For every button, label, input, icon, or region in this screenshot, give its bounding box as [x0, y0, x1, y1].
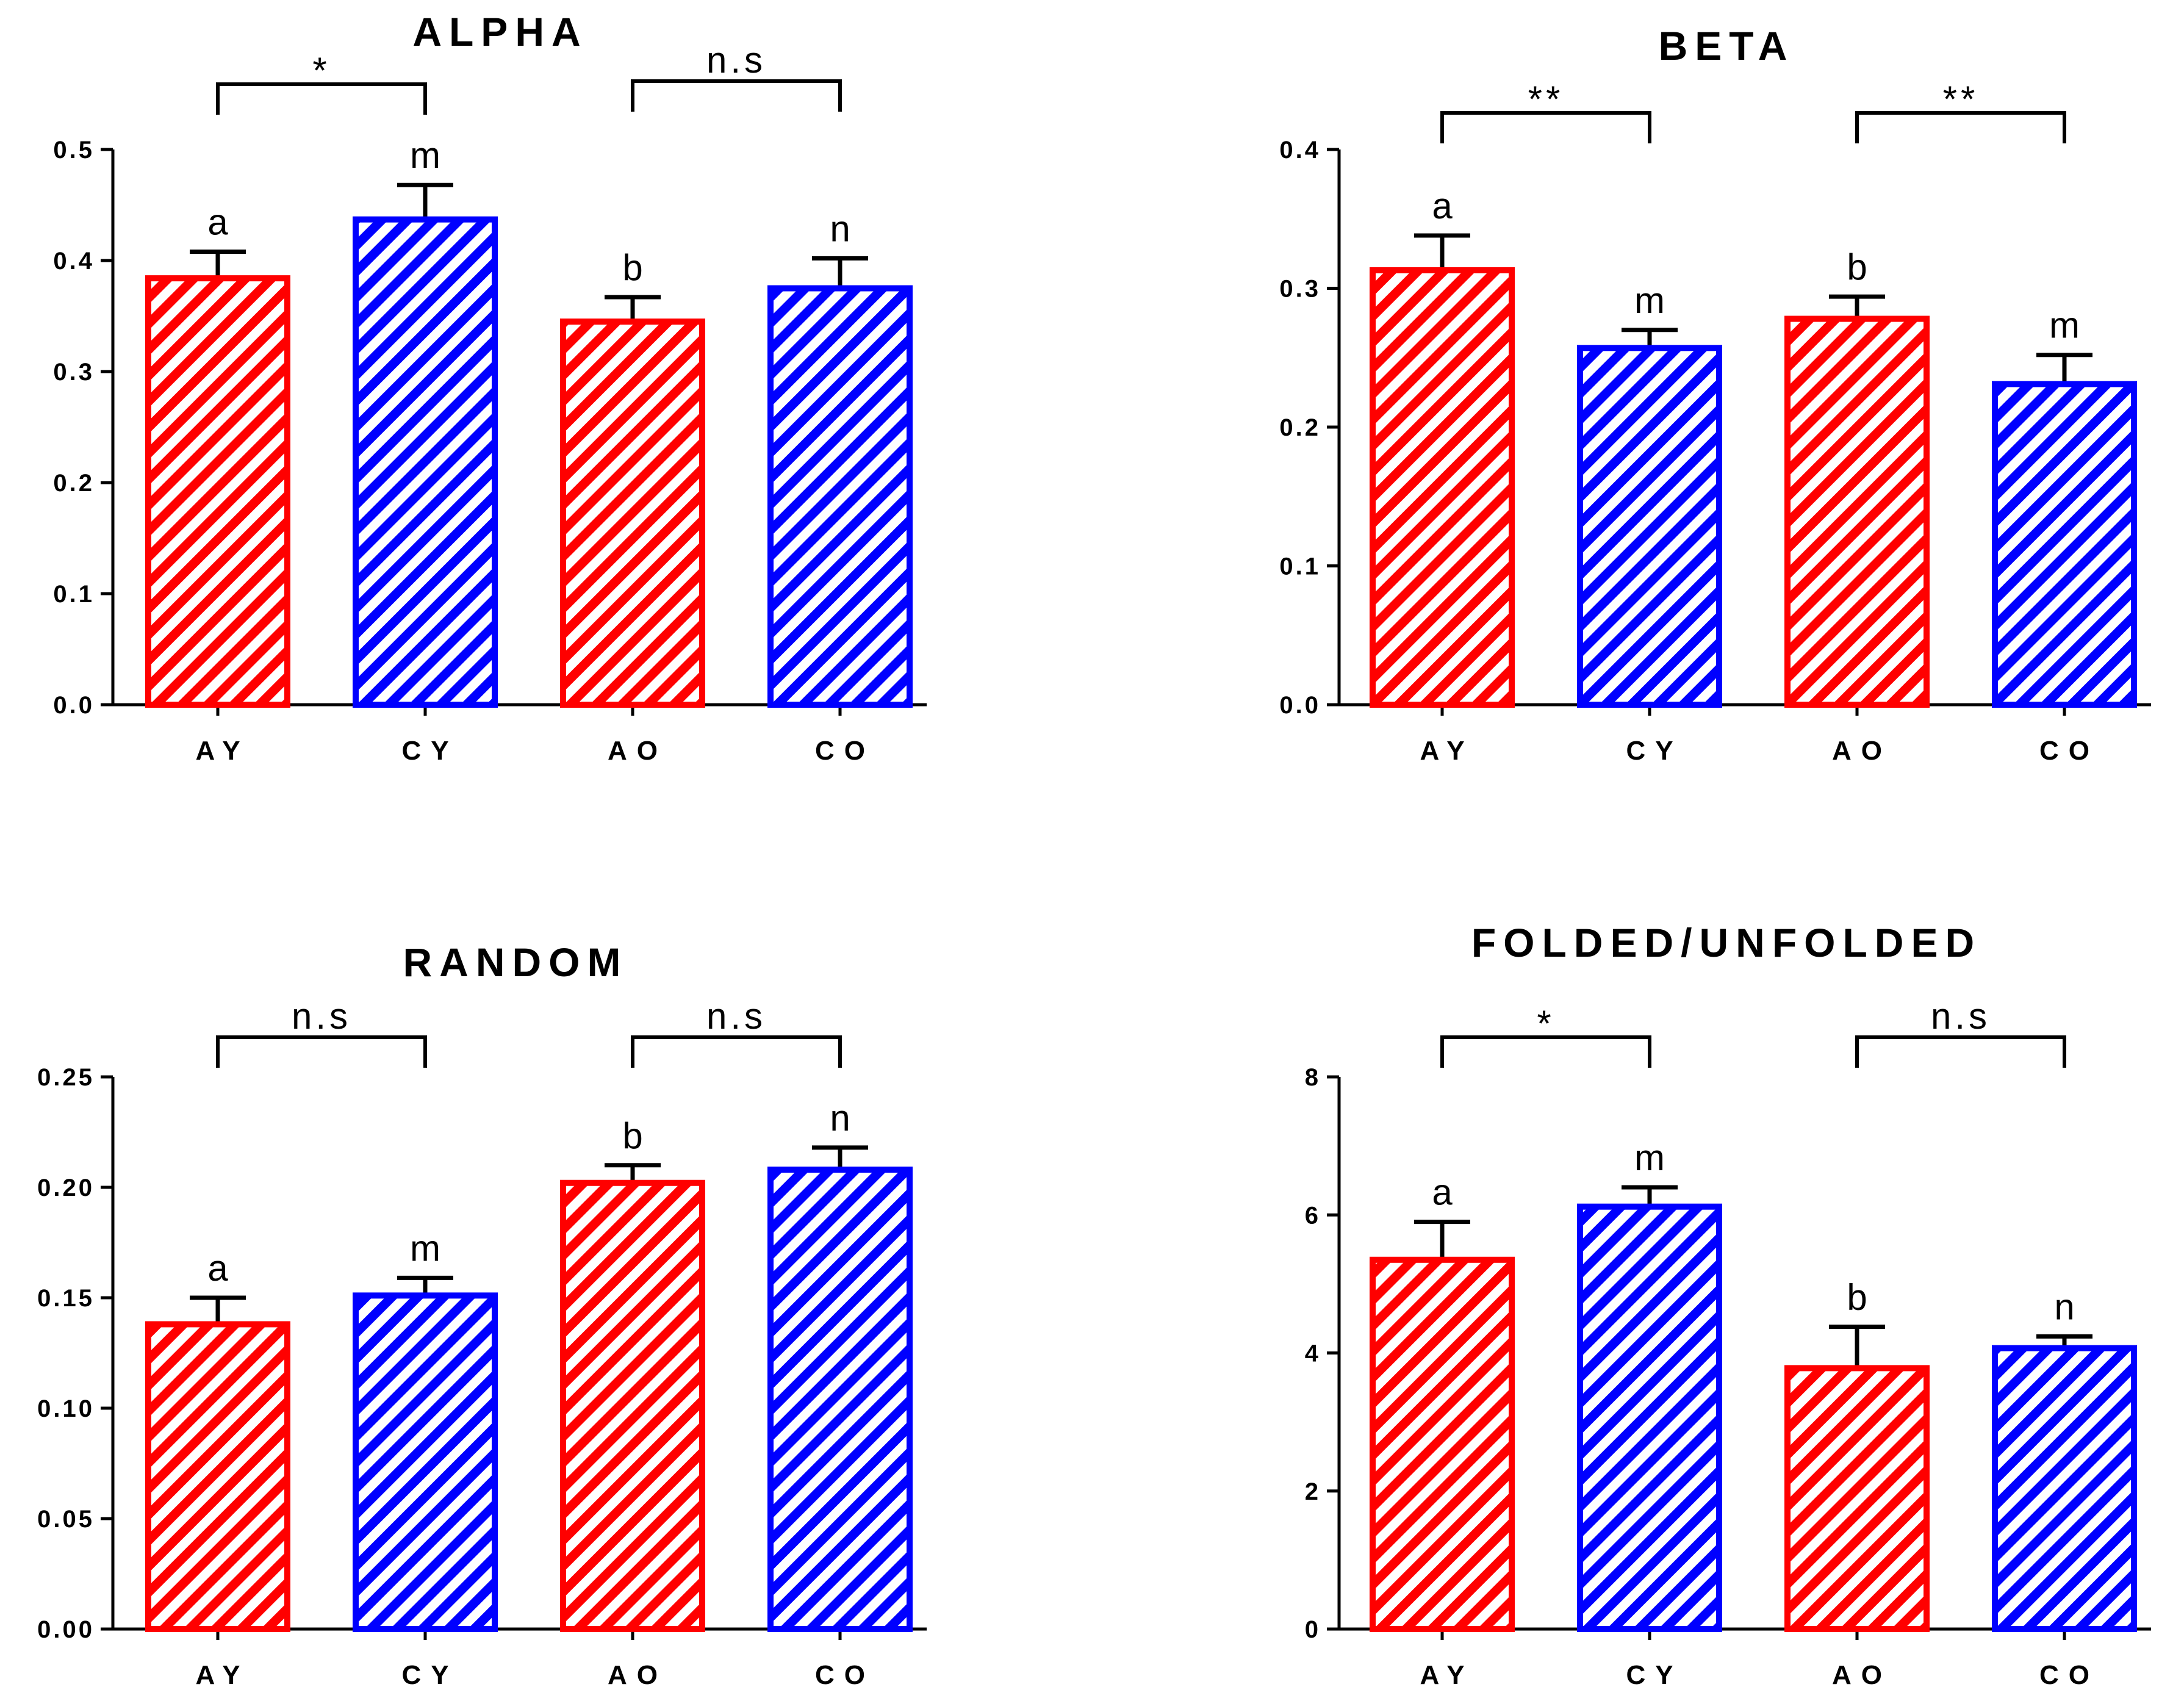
y-tick-label: 0.1 — [1279, 553, 1321, 580]
bar — [1577, 345, 1722, 708]
y-tick-label: 6 — [1305, 1202, 1321, 1229]
chart-panel: ALPHA 0.0 0.1 0.2 0.3 0.4 0.5 a AY m CY b AO n CO * n.s — [53, 9, 927, 766]
chart-panel: FOLDED/UNFOLDED 0 2 4 6 8 a AY m CY b AO n CO * n.s — [1305, 920, 2151, 1690]
bar-label: n — [830, 1098, 850, 1139]
x-tick-label: CO — [2039, 736, 2099, 766]
y-tick-label: 0.20 — [37, 1175, 95, 1201]
bar — [767, 1167, 913, 1633]
significance-label: ** — [1528, 79, 1564, 120]
significance-bracket — [216, 1035, 427, 1068]
significance-label: n.s — [706, 40, 766, 81]
bar-label: a — [1432, 185, 1453, 226]
bar — [1992, 1345, 2137, 1633]
significance-label: n.s — [706, 996, 766, 1037]
x-tick-label: CY — [401, 736, 458, 766]
bar — [767, 285, 913, 708]
bar — [353, 1292, 498, 1632]
y-tick-label: 0.4 — [1279, 137, 1321, 164]
x-tick-label: AY — [195, 1660, 250, 1690]
significance-bracket — [1440, 111, 1651, 143]
bar-label: b — [1847, 1277, 1867, 1318]
x-tick-label: AO — [608, 736, 667, 766]
x-tick-label: CY — [1626, 1660, 1683, 1690]
x-tick-label: CY — [401, 1660, 458, 1690]
chart-panel: BETA 0.0 0.1 0.2 0.3 0.4 a AY m CY b AO m CO ** ** — [1279, 23, 2151, 766]
y-tick-label: 2 — [1305, 1478, 1321, 1505]
bar — [1370, 1256, 1515, 1632]
bar-label: b — [622, 247, 642, 288]
significance-bracket — [631, 1035, 842, 1068]
y-tick-label: 0.4 — [53, 248, 95, 275]
y-tick-label: 4 — [1305, 1340, 1321, 1367]
bar — [1370, 267, 1515, 708]
significance-bracket — [1855, 111, 2066, 143]
bar-label: a — [207, 1248, 228, 1289]
significance-bracket — [216, 82, 427, 115]
bar — [560, 1179, 705, 1632]
bar-label: b — [1847, 246, 1867, 287]
y-tick-label: 0.10 — [37, 1395, 95, 1422]
bar-label: a — [1432, 1172, 1453, 1213]
bar — [1992, 381, 2137, 708]
y-tick-label: 0.0 — [1279, 692, 1321, 719]
chart-panel: RANDOM 0.00 0.05 0.10 0.15 0.20 0.25 a AY m CY b AO n… — [37, 940, 927, 1690]
bar — [1577, 1203, 1722, 1633]
significance-bracket — [1440, 1035, 1651, 1068]
y-tick-label: 0.0 — [53, 692, 95, 719]
y-tick-label: 0 — [1305, 1616, 1321, 1643]
x-tick-label: CO — [2039, 1660, 2099, 1690]
significance-label: ** — [1943, 79, 1979, 120]
x-tick-label: AY — [195, 736, 250, 766]
chart-title: ALPHA — [412, 9, 587, 54]
y-tick-label: 0.3 — [1279, 276, 1321, 303]
y-tick-label: 0.5 — [53, 137, 95, 164]
bar — [145, 1321, 290, 1632]
y-tick-label: 0.25 — [37, 1064, 95, 1091]
significance-bracket — [1855, 1035, 2066, 1068]
bar — [1784, 1365, 1930, 1632]
y-tick-label: 0.05 — [37, 1506, 95, 1533]
bar-label: m — [1634, 280, 1665, 321]
y-tick-label: 0.1 — [53, 581, 95, 608]
y-tick-label: 0.00 — [37, 1616, 95, 1643]
bar-label: a — [207, 201, 228, 242]
significance-label: n.s — [1931, 996, 1991, 1037]
chart-title: RANDOM — [403, 940, 628, 985]
x-tick-label: CO — [815, 736, 875, 766]
bar-label: b — [622, 1115, 642, 1156]
bar-label: m — [1634, 1137, 1665, 1178]
significance-bracket — [631, 79, 842, 112]
x-tick-label: CO — [815, 1660, 875, 1690]
significance-label: * — [312, 50, 330, 91]
y-tick-label: 8 — [1305, 1064, 1321, 1091]
y-tick-label: 0.3 — [53, 359, 95, 386]
x-tick-label: AO — [608, 1660, 667, 1690]
x-tick-label: AO — [1832, 1660, 1892, 1690]
y-tick-label: 0.15 — [37, 1285, 95, 1312]
bar-label: n — [2054, 1286, 2074, 1327]
significance-label: * — [1537, 1003, 1554, 1044]
x-tick-label: AY — [1420, 736, 1474, 766]
bar-label: n — [830, 208, 850, 249]
bar — [145, 275, 290, 708]
y-tick-label: 0.2 — [53, 470, 95, 497]
bar-label: m — [2049, 305, 2080, 346]
chart-title: BETA — [1659, 23, 1795, 68]
x-tick-label: CY — [1626, 736, 1683, 766]
bar-label: m — [410, 135, 440, 176]
bar-label: m — [410, 1228, 440, 1268]
significance-label: n.s — [292, 996, 351, 1037]
bar — [1784, 315, 1930, 708]
chart-title: FOLDED/UNFOLDED — [1471, 920, 1981, 965]
bar — [560, 318, 705, 708]
x-tick-label: AY — [1420, 1660, 1474, 1690]
x-tick-label: AO — [1832, 736, 1892, 766]
bar — [353, 216, 498, 708]
y-tick-label: 0.2 — [1279, 414, 1321, 441]
